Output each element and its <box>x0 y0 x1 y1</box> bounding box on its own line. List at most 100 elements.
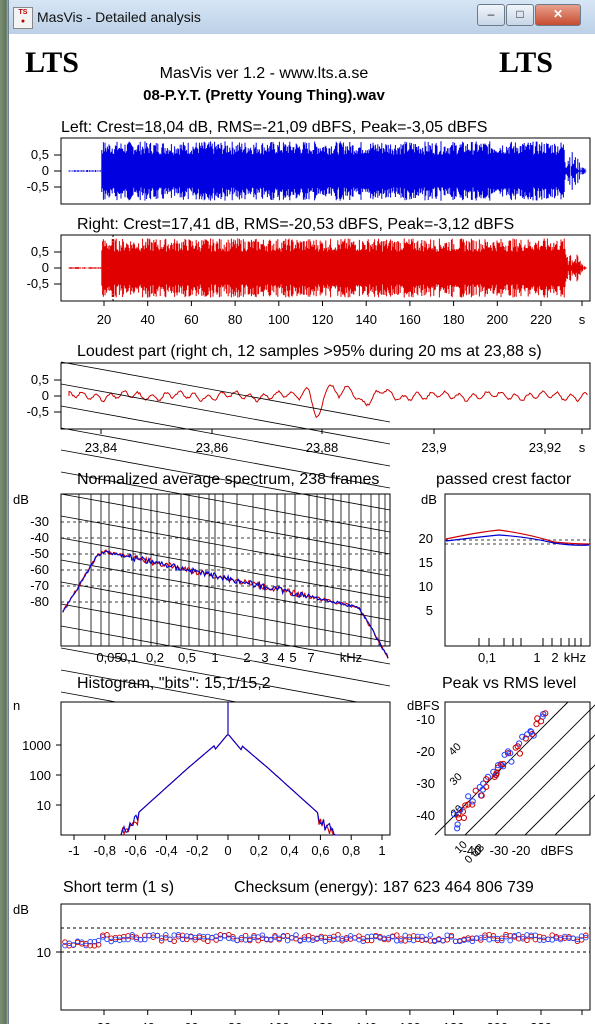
short-term-xtick-label: s <box>579 1020 586 1024</box>
lts-logo-right: LTS <box>499 46 553 79</box>
time-tick-label: s <box>579 312 586 327</box>
loudest-ytick-label: 0,5 <box>31 372 49 387</box>
peak-rms-point <box>500 763 507 770</box>
short-term-xtick-label: 120 <box>312 1020 334 1024</box>
time-tick-label: 120 <box>312 312 334 327</box>
short-term-xtick-label: 40 <box>140 1020 154 1024</box>
peak-rms-point <box>469 798 476 805</box>
short-term-point <box>394 932 400 938</box>
spectrum-ylabel: dB <box>13 492 29 507</box>
short-term-point <box>284 937 291 944</box>
histogram-xtick-label: 0 <box>224 843 231 858</box>
masvis-app-icon[interactable]: TS ● <box>13 7 33 29</box>
short-term-point <box>259 932 266 938</box>
peak-rms-ytick-label: -20 <box>416 744 435 759</box>
peak-rms-ylabel: dBFS <box>407 698 440 713</box>
spectrum-xtick-label: 7 <box>307 650 314 665</box>
crest-xtick-label: kHz <box>564 650 586 665</box>
short-term-ylabel: dB <box>13 902 29 917</box>
histogram-xtick-label: 0,8 <box>342 843 360 858</box>
short-term-point <box>490 933 497 939</box>
short-term-point <box>520 934 526 940</box>
short-term-xtick-label: 140 <box>355 1020 377 1024</box>
short-term-point <box>305 932 312 939</box>
plots-svg: Left: Crest=18,04 dB, RMS=-21,09 dBFS, P… <box>13 119 595 1024</box>
spectrum-xtick-label: 0,2 <box>146 650 164 665</box>
short-term-point <box>125 936 131 943</box>
short-term-point <box>230 934 236 940</box>
peak-rms-point <box>512 744 519 751</box>
minimize-button[interactable]: – <box>477 4 505 26</box>
peak-rms-point <box>498 762 505 769</box>
peak-rms-point <box>504 750 512 757</box>
spectrum-ytick-label: -80 <box>30 594 49 609</box>
peak-rms-point <box>533 721 540 728</box>
peak-rms-point <box>516 750 523 757</box>
short-term-xtick-label: 200 <box>486 1020 508 1024</box>
crest-xtick-label: 2 <box>551 650 558 665</box>
left-ytick-label: -0,5 <box>27 179 49 194</box>
short-term-xtick-label: 220 <box>530 1020 552 1024</box>
title-bar[interactable]: TS ● MasVis - Detailed analysis – □ ✕ <box>9 0 595 34</box>
peak-rms-point <box>469 801 476 808</box>
crest-ytick-label: 15 <box>419 555 433 570</box>
spectrum-xtick-label: 0,05 <box>96 650 121 665</box>
histogram-xtick-label: 0,2 <box>250 843 268 858</box>
spectrum-axes: -30-40-50-60-70-80 0,050,1 0,2 0,5 1 2 3 4 5 7 kHz <box>30 361 391 797</box>
spectrum-title: Normalized average spectrum, 238 frames <box>77 471 379 488</box>
short-term-ytick-label: 10 <box>37 945 51 960</box>
short-term-point <box>356 933 362 939</box>
spectrum-ytick-label: -70 <box>30 578 49 593</box>
maximize-button[interactable]: □ <box>506 4 534 26</box>
peak-rms-xtick-label: -20 <box>512 843 531 858</box>
time-tick-label: 200 <box>486 312 508 327</box>
spectrum-curve-left <box>62 550 389 658</box>
crest-curve-right <box>445 529 590 545</box>
short-term-point <box>276 935 282 942</box>
peak-rms-point <box>465 793 472 800</box>
peak-rms-point <box>451 811 458 818</box>
peak-rms-point <box>522 735 529 742</box>
short-term-point <box>217 935 224 942</box>
time-tick-label: 100 <box>268 312 290 327</box>
crest-factor-axes: 20 15 10 5 0,1 1 2 kHz <box>419 493 591 665</box>
short-term-point <box>142 936 148 943</box>
spectrum-ytick-label: -60 <box>30 562 49 577</box>
short-term-xtick-label: 80 <box>228 1020 242 1024</box>
short-term-point <box>469 938 476 945</box>
short-term-point <box>515 932 522 938</box>
time-axis-ticks: 20 40 60 80 100 120 140 160 180 200 220 s <box>97 301 586 327</box>
histogram-xtick-label: 0,4 <box>281 843 299 858</box>
spectrum-xtick-label: 4 <box>277 650 284 665</box>
peak-rms-xtick-label: -30 <box>490 843 509 858</box>
peak-rms-ytick-label: -40 <box>416 808 435 823</box>
histogram-xtick-label: -0,6 <box>124 843 146 858</box>
histogram-xtick-label: 1 <box>378 843 385 858</box>
short-term-point <box>578 937 585 943</box>
loudest-tick-label: 23,86 <box>196 440 229 455</box>
spectrum-xtick-label: 0,5 <box>178 650 196 665</box>
spectrum-right-ylabel: dB <box>421 492 437 507</box>
histogram-title: Histogram, "bits": 15,1/15,2 <box>77 675 271 692</box>
short-term-point <box>247 936 253 943</box>
histogram-xtick-label: -0,2 <box>186 843 208 858</box>
short-term-point <box>129 932 135 938</box>
peak-rms-point <box>530 732 537 739</box>
short-term-xtick-label: 180 <box>443 1020 465 1024</box>
short-term-point <box>154 932 161 939</box>
time-tick-label: 220 <box>530 312 552 327</box>
peak-rms-point <box>519 733 526 740</box>
short-term-point <box>507 937 513 944</box>
crest-ytick-label: 5 <box>426 603 433 618</box>
loudest-part-title: Loudest part (right ch, 12 samples >95% … <box>77 343 542 360</box>
peak-rms-point <box>457 806 464 814</box>
right-channel-title: Right: Crest=17,41 dB, RMS=-20,53 dBFS, … <box>77 216 514 233</box>
spectrum-ytick-label: -40 <box>30 530 49 545</box>
version-text: MasVis ver 1.2 - www.lts.a.se <box>159 65 369 82</box>
short-term-point <box>499 937 505 944</box>
close-button[interactable]: ✕ <box>535 4 581 26</box>
time-tick-label: 160 <box>399 312 421 327</box>
file-name: 08-P.Y.T. (Pretty Young Thing).wav <box>143 87 385 104</box>
right-waveform <box>68 238 588 298</box>
